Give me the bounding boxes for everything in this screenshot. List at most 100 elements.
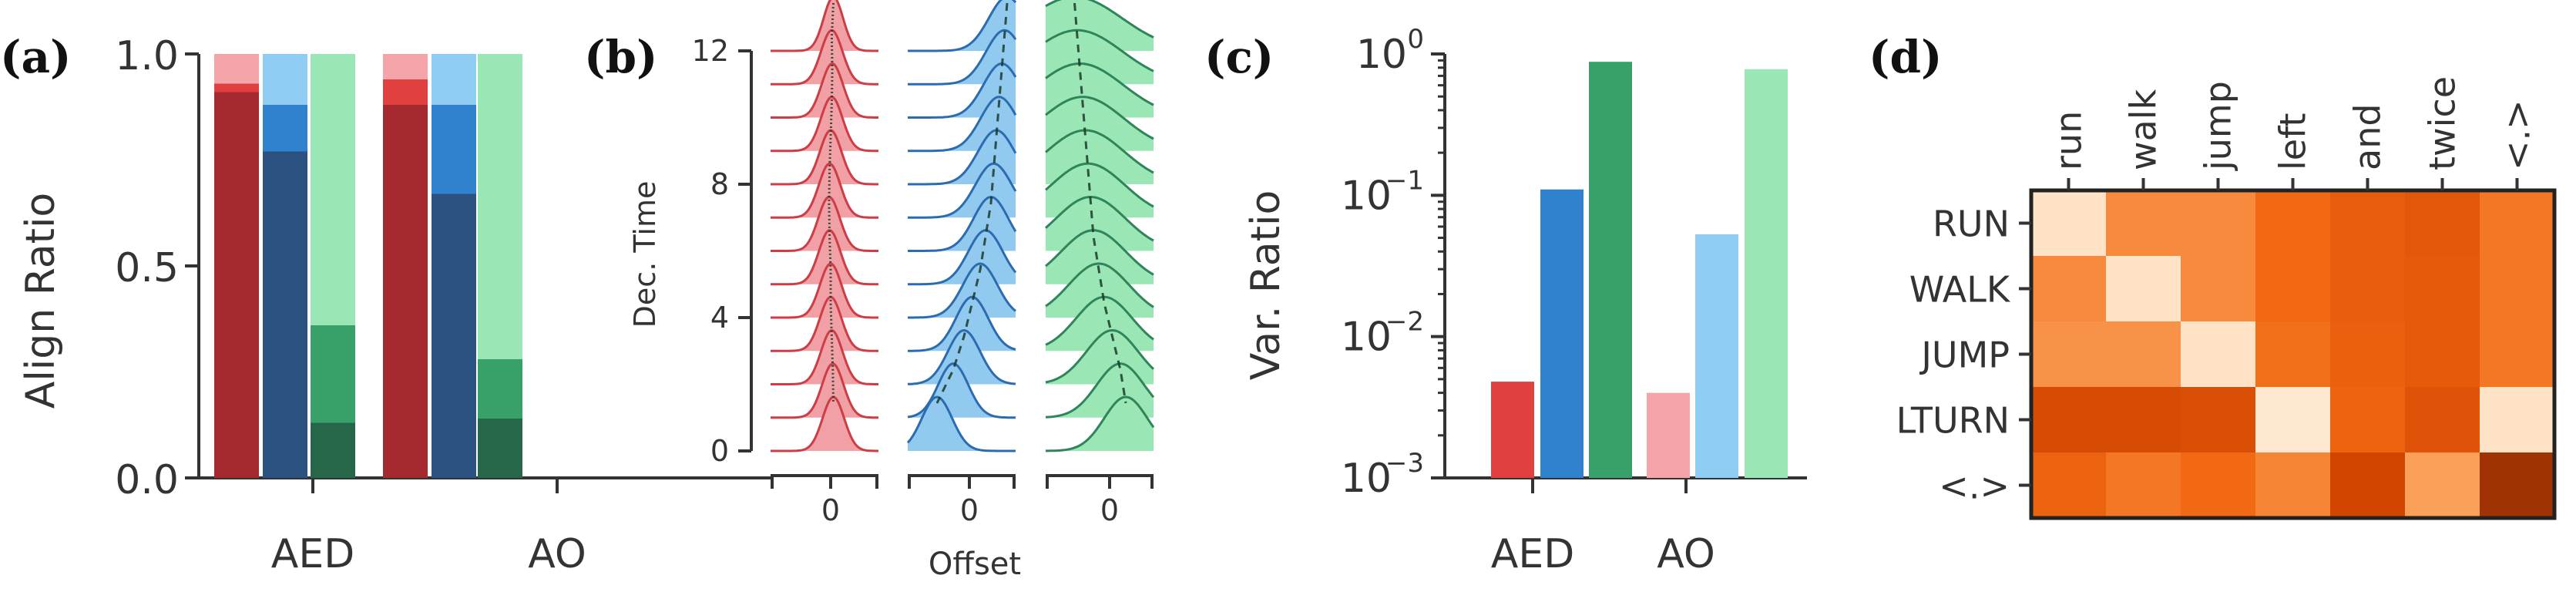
b-ridge-red-t0 <box>771 397 878 451</box>
d-cell-4-0 <box>2031 452 2107 519</box>
b-ridge-line-red-t1 <box>771 362 878 419</box>
b-ridge-red-t4 <box>771 264 878 318</box>
a-bar-ao-green-seg2 <box>478 54 522 359</box>
d-cell-2-4 <box>2330 321 2406 388</box>
a-bar-ao-blue-seg0 <box>432 193 476 478</box>
b-ytick-label: 8 <box>710 167 729 201</box>
c-ytick-label: 10 <box>1341 173 1392 219</box>
a-ytick-label: 0.5 <box>115 245 179 291</box>
b-ridge-line-blue-t7 <box>908 162 1017 219</box>
b-ridge-red-t5 <box>771 230 878 284</box>
d-cell-2-0 <box>2031 321 2107 388</box>
a-bar-aed-blue-seg1 <box>263 105 307 152</box>
b-ridge-line-green-t6 <box>1044 196 1154 242</box>
a-bar-ao-green-seg0 <box>478 419 522 478</box>
d-ytick-label: WALK <box>1909 269 2011 311</box>
c-bar-ao-red <box>1647 392 1690 478</box>
b-ridge-line-green-t12 <box>1045 0 1154 39</box>
b-ridge-line-blue-t4 <box>908 262 1016 319</box>
b-ridge-line-red-t5 <box>771 229 878 286</box>
b-ridge-red-t10 <box>771 63 878 118</box>
b-ridge-line-blue-t12 <box>908 0 1017 52</box>
panel-label-b: (b) <box>584 31 657 83</box>
b-ridge-red-t8 <box>771 130 878 184</box>
b-xtick-label: 0 <box>960 493 979 527</box>
d-cell-2-2 <box>2181 321 2256 388</box>
b-ridge-line-blue-t2 <box>908 329 1016 385</box>
c-bar-aed-green <box>1589 62 1632 479</box>
a-bar-ao-blue-seg1 <box>432 105 476 194</box>
d-ytick-label: JUMP <box>1919 335 2010 376</box>
d-xtick-label: twice <box>2422 76 2463 170</box>
b-peak-track-red <box>828 2 835 404</box>
d-heatmap: run walk jump left and twice <.> RUN WALK JUMP LTU… <box>1896 76 2557 520</box>
a-ytick-label: 0.0 <box>115 457 179 503</box>
c-ytick-label: 10 <box>1356 32 1407 78</box>
c-ytick-exp: −2 <box>1385 307 1424 338</box>
a-bar-aed-green-seg0 <box>311 422 355 478</box>
a-bar-aed-red-seg2 <box>214 54 259 84</box>
a-bar-ao-green-seg1 <box>478 359 522 419</box>
c-xtick-label-aed: AED <box>1491 531 1574 577</box>
d-cell-2-6 <box>2480 321 2555 388</box>
b-ridge-line-red-t7 <box>771 162 878 219</box>
b-ridge-green-t0 <box>1046 397 1154 451</box>
b-ridge-blue-t2 <box>908 330 1016 385</box>
b-ridge-line-red-t9 <box>771 96 878 153</box>
b-ytick-label: 12 <box>692 34 729 68</box>
panel-label-c: (c) <box>1204 31 1274 83</box>
d-cell-1-0 <box>2031 256 2107 322</box>
d-cell-0-3 <box>2255 190 2331 257</box>
c-yticks: 10 010−110−210−3 <box>1341 24 1445 502</box>
d-cell-0-0 <box>2031 190 2107 257</box>
d-cell-4-4 <box>2330 452 2406 519</box>
c-bars <box>1491 62 1788 479</box>
a-bar-aed-red-seg1 <box>214 83 259 92</box>
b-ridge-line-red-t12 <box>771 0 878 52</box>
d-cell-4-2 <box>2181 452 2256 519</box>
b-ridge-line-red-t8 <box>771 129 878 186</box>
b-ridge-line-blue-t10 <box>908 62 1017 119</box>
d-cell-4-6 <box>2480 452 2555 519</box>
d-cell-1-1 <box>2106 256 2181 322</box>
c-bar-ao-blue <box>1695 234 1738 478</box>
a-bar-aed-green-seg1 <box>311 325 355 423</box>
c-bar-aed-red <box>1491 382 1534 478</box>
d-ytick-label: LTURN <box>1896 400 2010 442</box>
d-cell-3-1 <box>2106 387 2181 453</box>
b-ridge-blue-t0 <box>908 397 1016 451</box>
panel-d: (d) run walk jump left and twice <.> RUN WALK JUM… <box>1869 31 2557 520</box>
a-ytick-label: 1.0 <box>115 33 179 79</box>
b-ridge-line-red-t3 <box>771 295 878 352</box>
b-peak-track-green <box>1073 2 1127 404</box>
panel-label-d: (d) <box>1869 31 1942 83</box>
a-bar-ao-blue-seg2 <box>432 54 476 105</box>
c-ytick-exp: 0 <box>1407 24 1424 55</box>
b-ridge-line-green-t4 <box>1045 262 1154 308</box>
a-bar-ao-red-seg1 <box>383 79 428 105</box>
b-ridge-line-green-t2 <box>1045 328 1155 384</box>
d-cell-3-6 <box>2480 387 2555 453</box>
d-cell-0-2 <box>2181 190 2256 257</box>
b-ridge-blue-t3 <box>908 297 1016 352</box>
a-bar-aed-red-seg0 <box>214 92 259 478</box>
a-xtick-label-ao: AO <box>528 531 586 577</box>
c-ytick-exp: −1 <box>1385 165 1424 196</box>
c-bar-aed-blue <box>1540 189 1584 478</box>
b-xtick-label: 0 <box>1100 493 1119 527</box>
b-ridge-red-t1 <box>771 363 878 418</box>
b-ridge-line-green-t10 <box>1045 62 1154 106</box>
b-ridge-line-green-t0 <box>1046 395 1155 452</box>
b-ridge-line-blue-t11 <box>908 29 1017 86</box>
d-cell-0-1 <box>2106 190 2181 257</box>
b-ridge-line-green-t7 <box>1045 162 1154 208</box>
d-xtick-label: jump <box>2198 81 2239 171</box>
b-xtick-label: 0 <box>821 493 840 527</box>
d-xtick-label: and <box>2347 103 2389 170</box>
d-cell-4-3 <box>2255 452 2331 519</box>
d-cell-3-3 <box>2255 387 2331 453</box>
d-cell-4-1 <box>2106 452 2181 519</box>
b-ridge-green-t5 <box>1046 230 1154 284</box>
a-bar-ao-red-seg0 <box>383 105 428 478</box>
